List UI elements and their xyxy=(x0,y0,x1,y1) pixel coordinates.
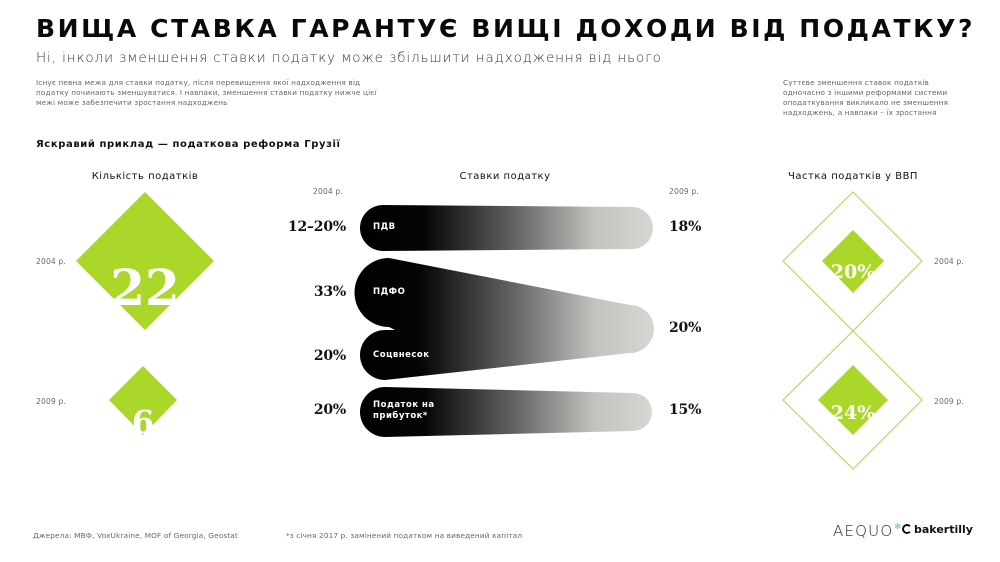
gdp-2009-inner-diamond xyxy=(818,365,888,435)
profit-label-line2: прибуток* xyxy=(373,411,428,421)
page-title: ВИЩА СТАВКА ГАРАНТУЄ ВИЩІ ДОХОДИ ВІД ПОД… xyxy=(36,14,976,43)
vat-label: ПДВ xyxy=(373,222,396,232)
gdp-year-2004: 2004 р. xyxy=(934,257,965,266)
tax-count-2009-value: 6 xyxy=(132,403,154,441)
vat-rate-2004: 12–20% xyxy=(287,219,346,235)
tax-rates-title: Ставки податку xyxy=(459,171,551,182)
pit-label: ПДФО xyxy=(373,287,406,297)
bar-profit xyxy=(360,387,652,437)
tax-count-2004-value: 22 xyxy=(110,258,180,317)
vat-rate-2009: 18% xyxy=(669,219,702,235)
aequo-snowflake-icon: ✻ xyxy=(894,522,903,531)
tax-rates-year-start: 2004 р. xyxy=(313,187,344,196)
social-label: Соцвнесок xyxy=(373,350,430,360)
gdp-year-2009: 2009 р. xyxy=(934,397,965,406)
section-heading: Яскравий приклад — податкова реформа Гру… xyxy=(36,139,341,150)
aequo-logo-text: AEQUO xyxy=(833,522,894,540)
tax-count-year-2004: 2004 р. xyxy=(36,257,67,266)
sources-text: Джерела: МВФ, VoxUkraine, MOF of Georgia… xyxy=(33,531,238,540)
gdp-2009-value: 24% xyxy=(831,402,876,424)
profit-rate-2009: 15% xyxy=(669,402,702,418)
tax-count-2009-diamond xyxy=(109,366,177,435)
tax-count-title: Кількість податків xyxy=(91,171,199,182)
tax-count-year-2009: 2009 р. xyxy=(36,397,67,406)
gdp-share-title: Частка податків у ВВП xyxy=(788,171,918,182)
conclusion-note: Суттєве зменшення ставок податків одноча… xyxy=(783,78,949,117)
gdp-2004-inner-diamond xyxy=(822,230,884,293)
bakertilly-logo-text: bakertilly xyxy=(914,523,973,536)
bakertilly-logo: bakertilly xyxy=(902,523,973,536)
gdp-2009-outline-diamond xyxy=(782,330,923,470)
aequo-logo: AEQUO✻ xyxy=(833,522,902,540)
profit-label: Податок на прибуток* xyxy=(373,400,435,422)
page-subtitle: Ні, інколи зменшення ставки податку може… xyxy=(36,50,662,66)
pit-rate-2004: 33% xyxy=(313,284,346,300)
bar-vat xyxy=(360,205,653,251)
profit-rate-2004: 20% xyxy=(313,402,346,418)
bar-pit-social xyxy=(354,258,654,380)
tax-count-2004-diamond xyxy=(76,192,214,330)
tax-rates-year-end: 2009 р. xyxy=(669,187,700,196)
social-rate-2004: 20% xyxy=(313,348,346,364)
bakertilly-swirl-icon xyxy=(902,524,912,534)
pit-social-rate-2009: 20% xyxy=(669,320,702,336)
intro-note: Існує певна межа для ставки податку, піс… xyxy=(36,78,377,107)
gdp-2004-value: 20% xyxy=(831,261,876,283)
profit-label-line1: Податок на xyxy=(373,400,435,410)
footnote-text: *з січня 2017 р. замінений податком на в… xyxy=(286,531,523,540)
